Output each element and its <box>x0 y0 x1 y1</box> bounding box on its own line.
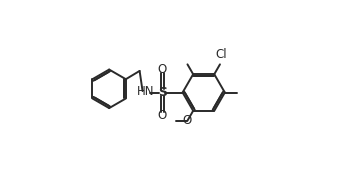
Text: O: O <box>158 109 167 122</box>
Text: Cl: Cl <box>215 48 227 61</box>
Text: O: O <box>183 114 192 127</box>
Text: HN: HN <box>137 85 155 98</box>
Text: S: S <box>158 86 167 99</box>
Text: O: O <box>158 63 167 76</box>
